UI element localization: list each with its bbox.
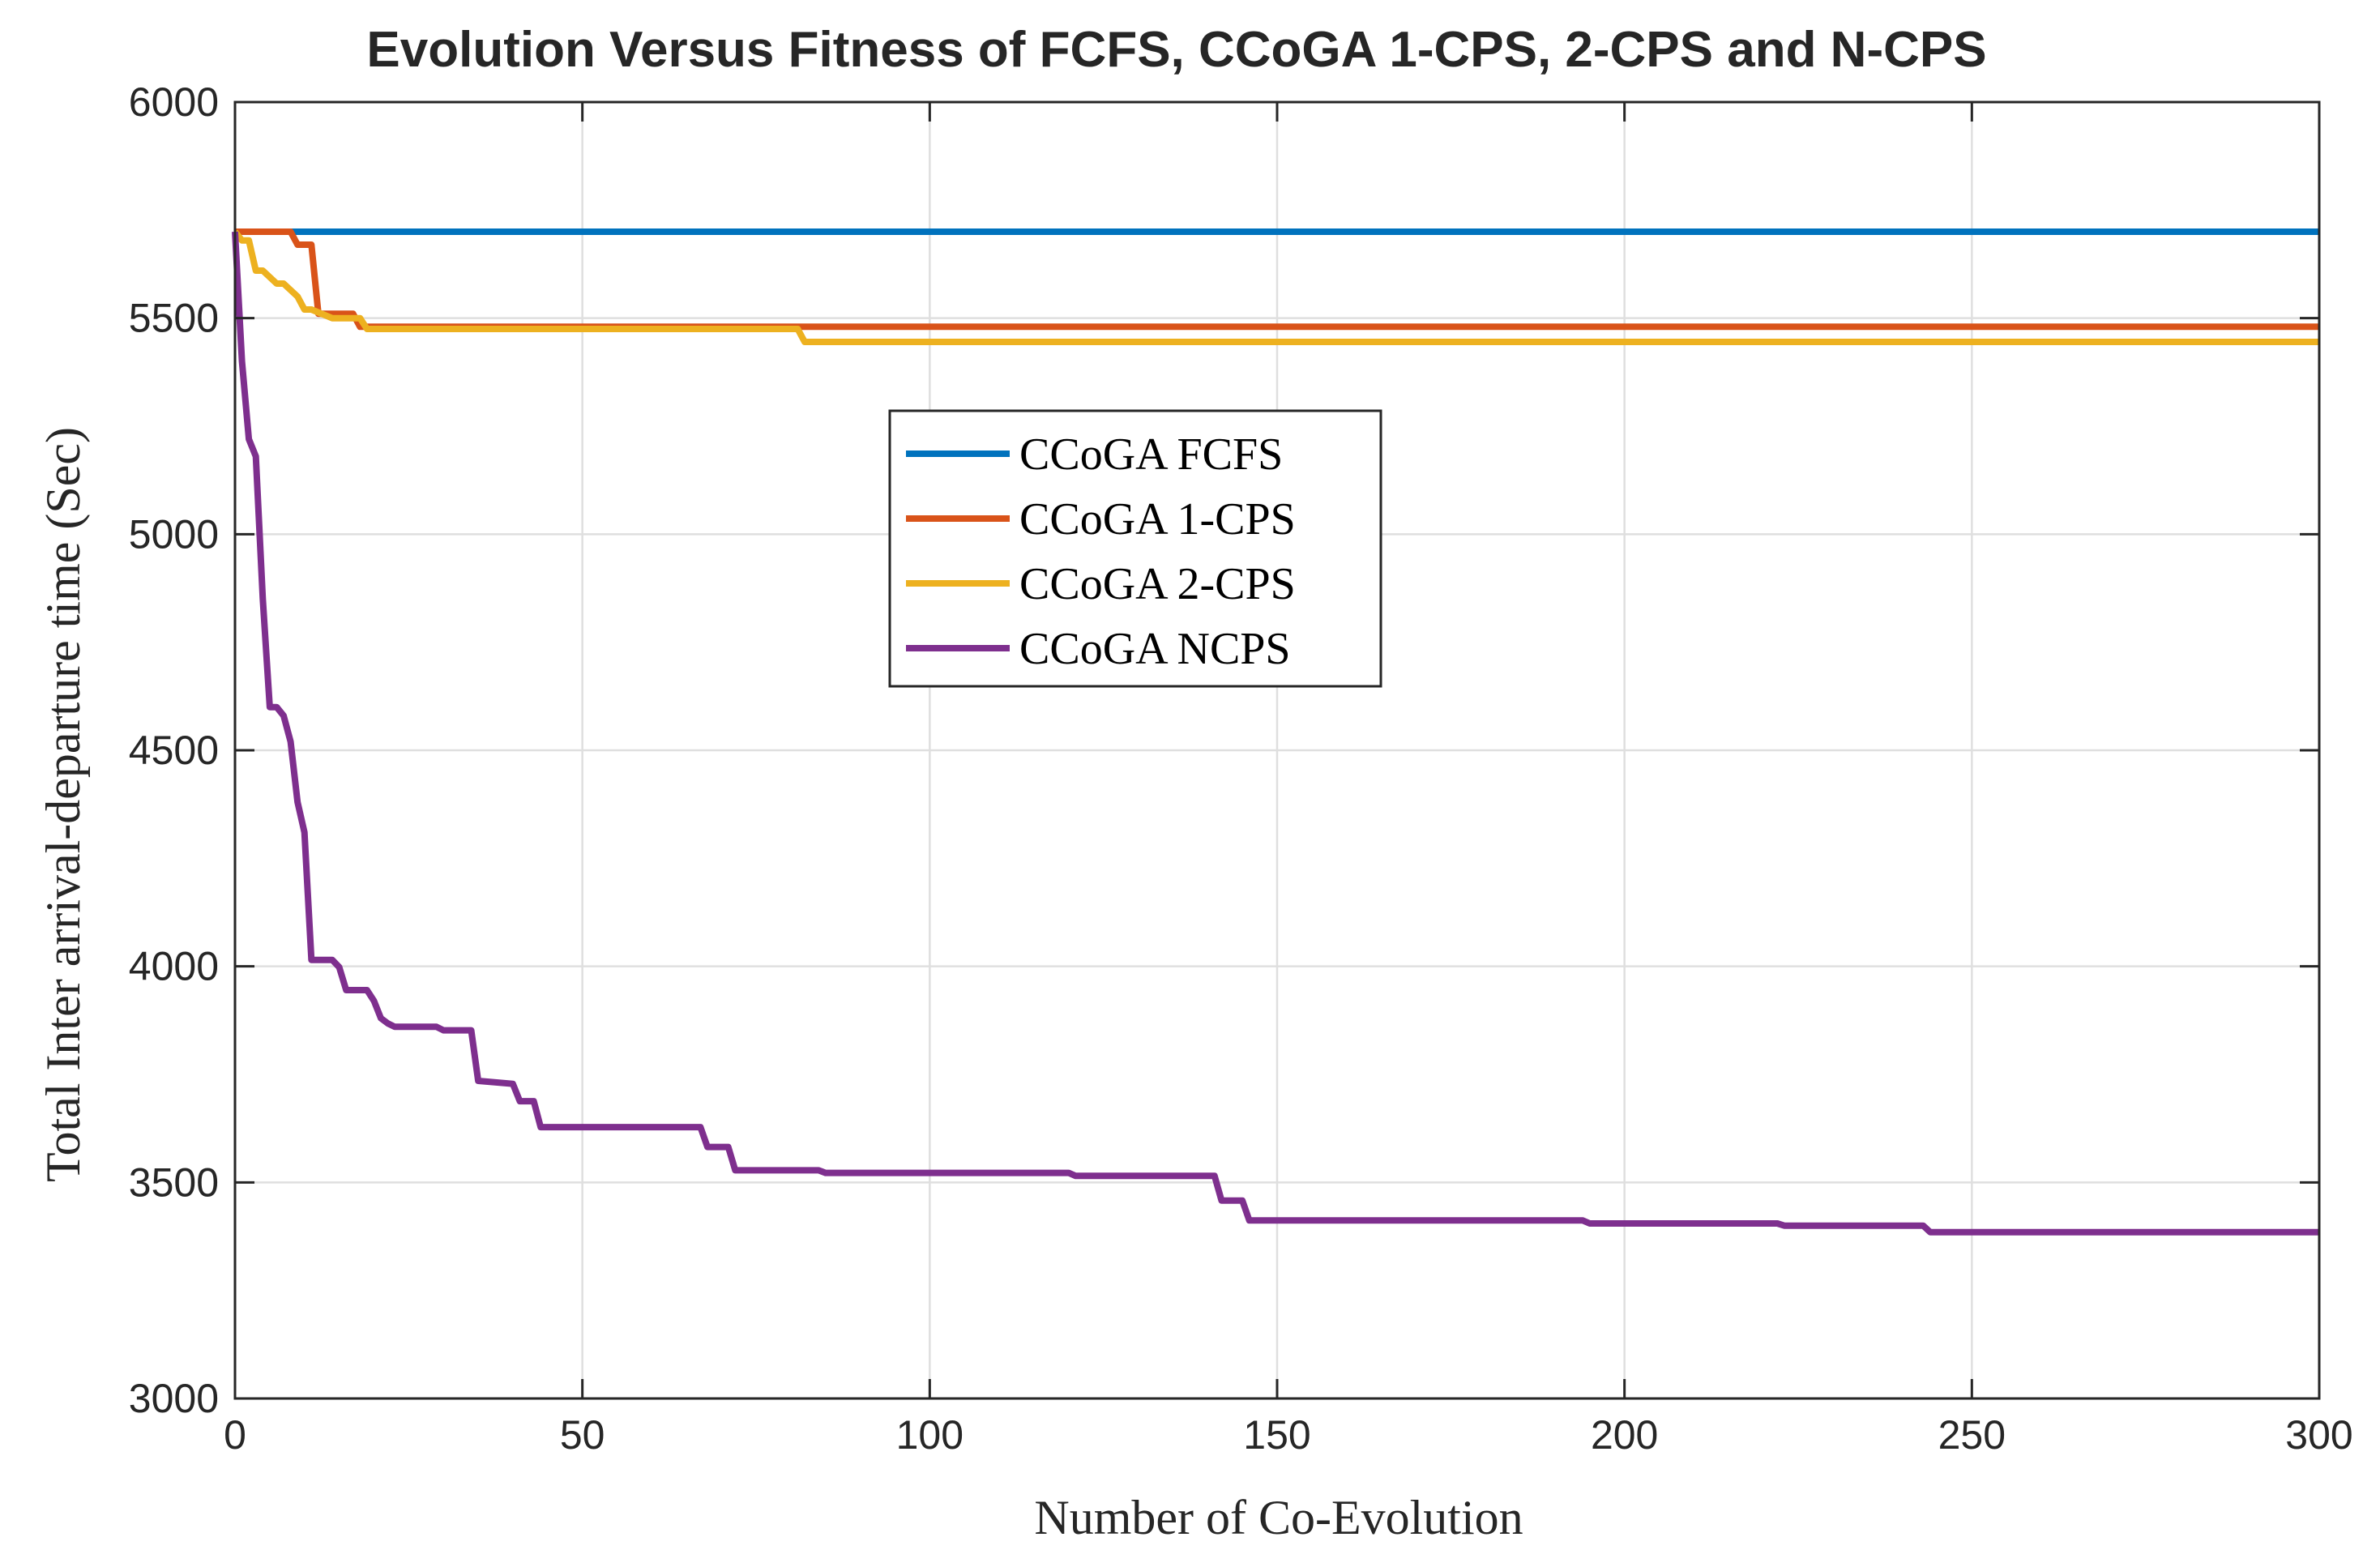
x-tick-label: 50	[560, 1412, 605, 1458]
y-tick-label: 4500	[129, 728, 219, 773]
axis-ticks	[233, 100, 2321, 1400]
x-tick-label: 0	[224, 1412, 246, 1458]
legend: CCoGA FCFS CCoGA 1-CPS CCoGA 2-CPS CCoGA NC…	[888, 409, 1382, 688]
grid-lines	[235, 102, 2319, 1398]
x-axis-label: Number of Co-Evolution	[1034, 1491, 1523, 1544]
y-tick-label: 3500	[129, 1159, 219, 1205]
y-tick-label: 4000	[129, 944, 219, 989]
y-axis-label: Total Inter arrival-departure time (Sec)	[36, 427, 90, 1182]
series-line-ccoga-2-cps	[232, 229, 2319, 345]
series-lines	[232, 228, 2319, 1236]
x-tick-label: 200	[1591, 1412, 1658, 1458]
chart-title: Evolution Versus Fitness of FCFS, CCoGA …	[366, 22, 1986, 78]
y-tick-labels: 3000 3500 4000 4500 5000 5500 6000	[129, 79, 219, 1421]
y-tick-label: 5500	[129, 296, 219, 341]
legend-label-ccoga-ncps: CCoGA NCPS	[1019, 624, 1291, 674]
series-line-ccoga-ncps	[232, 231, 2319, 1236]
y-tick-label: 5000	[129, 511, 219, 557]
y-tick-label: 6000	[129, 79, 219, 125]
x-tick-label: 300	[2285, 1412, 2352, 1458]
legend-label-ccoga-2-cps: CCoGA 2-CPS	[1019, 559, 1296, 609]
y-tick-label: 3000	[129, 1376, 219, 1421]
x-tick-labels: 0 50 100 150 200 250 300	[224, 1412, 2353, 1458]
x-tick-label: 250	[1938, 1412, 2006, 1458]
legend-label-ccoga-1-cps: CCoGA 1-CPS	[1019, 494, 1296, 544]
x-tick-label: 150	[1243, 1412, 1310, 1458]
x-tick-label: 100	[896, 1412, 964, 1458]
legend-label-ccoga-fcfs: CCoGA FCFS	[1019, 429, 1283, 480]
